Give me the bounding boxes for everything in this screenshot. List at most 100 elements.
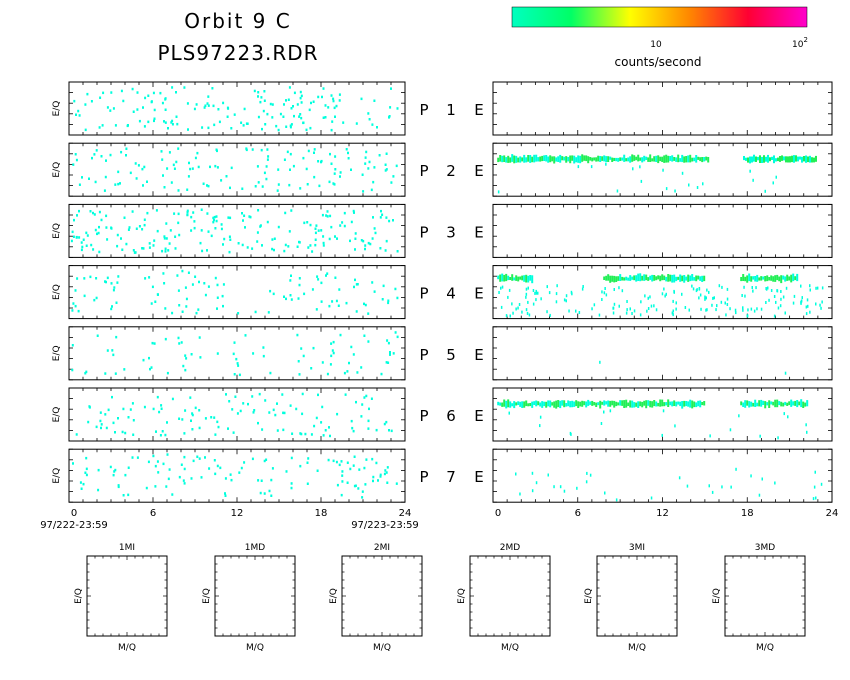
panel-1-left-count	[171, 86, 174, 89]
panel-4-right-band-cell	[505, 273, 508, 282]
panel-4-left-count	[297, 297, 300, 300]
panel-2-left-count	[177, 189, 180, 192]
panel-7-left-count	[183, 482, 186, 485]
panel-3-left-count	[314, 227, 317, 230]
panel-6-left-count	[268, 411, 271, 414]
panel-3-left-count	[152, 244, 155, 247]
panel-6-right-band-cell	[501, 402, 504, 407]
panel-2-right-band-cell	[611, 157, 614, 162]
panel-3-left-count	[174, 235, 177, 238]
panel-4-right-count	[711, 303, 713, 307]
panel-3-left-count	[163, 235, 166, 238]
panel-5-left-count	[123, 368, 126, 371]
panel-4-right-count	[780, 290, 782, 293]
panel-2-right-band-cell	[631, 154, 634, 162]
panel-4-right-count	[741, 294, 743, 297]
panel-2-right-band-cell	[687, 155, 690, 163]
panel-4-left-count	[117, 275, 120, 278]
panel-1-label-num: 1	[446, 101, 456, 119]
panel-2-right-band-cell	[795, 155, 797, 162]
panel-7-left-count	[260, 479, 263, 482]
mq-panel-1mi-title: 1MI	[119, 543, 135, 553]
panel-3-left-count	[329, 214, 332, 218]
panel-7-right-count	[721, 485, 723, 489]
panel-5-left-count	[298, 373, 301, 376]
panel-1-left-count	[371, 123, 374, 126]
panel-1-left-count	[355, 122, 358, 125]
panel-4-right-count	[821, 300, 823, 304]
panel-4-right-band-cell	[673, 274, 676, 283]
panel-7-right-count	[531, 489, 534, 493]
panel-3-left-count	[277, 225, 280, 229]
panel-2-right-count	[605, 162, 607, 166]
panel-7-left-count	[145, 486, 148, 490]
panel-4-left-count	[267, 311, 270, 314]
panel-6-left-count	[210, 416, 213, 419]
panel-3-left-count	[284, 243, 287, 247]
panel-3-left-count	[127, 228, 130, 231]
panel-4-right-count	[515, 307, 517, 311]
panel-2-right-band-cell	[609, 156, 612, 160]
panel-6-right-count	[709, 434, 711, 438]
panel-3-left-count	[256, 231, 259, 234]
panel-3-left-count	[315, 224, 318, 227]
panel-2-right-band-cell	[799, 156, 801, 160]
panel-1-left-count	[296, 103, 299, 106]
panel-6-right-band-cell	[605, 401, 608, 405]
panel-7-left-count	[395, 482, 398, 485]
panel-5-left-count	[262, 354, 265, 358]
panel-3-left-count	[271, 238, 274, 241]
panel-6-left-count	[87, 420, 90, 424]
panel-2-right-band-cell	[501, 155, 504, 163]
panel-2-right-band-cell	[551, 156, 554, 162]
panel-3-left-count	[81, 245, 84, 249]
panel-4-right-count	[696, 288, 698, 292]
panel-5-left-count	[185, 357, 188, 360]
panel-1-label-e: E	[474, 101, 483, 119]
panel-2-right-band-cell	[617, 157, 620, 162]
panel-4-right-count	[720, 300, 723, 304]
panel-3-left-count	[174, 247, 177, 250]
mq-panel-3mi-title: 3MI	[629, 543, 645, 553]
panel-3-left-count	[134, 251, 137, 254]
panel-6-left-count	[261, 428, 264, 431]
panel-4-left-count	[185, 305, 188, 308]
panel-6-left-count	[160, 407, 163, 410]
panel-6-right-band-cell	[788, 401, 791, 406]
panel-6-right-count	[783, 412, 785, 416]
panel-4-right-band-cell	[633, 275, 636, 281]
panel-2-right-band-cell	[651, 158, 654, 162]
panel-3-left-count	[388, 219, 391, 223]
panel-4-left-count	[394, 287, 397, 291]
panel-4-right-band-cell	[657, 275, 660, 280]
panel-2-left-count	[370, 188, 373, 192]
panel-4-right-count	[646, 309, 648, 313]
panel-7-left-count	[299, 464, 302, 468]
panel-5-left-count	[363, 334, 366, 337]
panel-5-left-count	[300, 347, 303, 350]
panel-1-left-count	[159, 91, 162, 95]
panel-6-right-count	[539, 424, 541, 428]
panel-2-right-band-cell	[497, 157, 500, 163]
panel-4-right-count	[612, 306, 614, 310]
panel-6-right-band-cell	[569, 401, 572, 408]
mq-panel-3md-ylabel: E/Q	[712, 588, 722, 604]
panel-4-right-count	[526, 311, 529, 315]
panel-6-left-count	[95, 425, 98, 429]
panel-1-left-count	[271, 103, 274, 106]
panel-5-left-count	[389, 351, 391, 354]
panel-3-left-count	[148, 246, 151, 249]
panel-2-right-band-cell	[539, 156, 542, 162]
panel-4-right-count	[604, 287, 606, 290]
panel-3-left-count	[220, 227, 223, 231]
panel-2-left-count	[168, 151, 171, 154]
panel-1-left-count	[110, 91, 113, 94]
panel-6-left-count	[385, 420, 388, 424]
panel-2-right-band-cell	[627, 157, 630, 162]
panel-6-left-count	[213, 416, 216, 419]
panel-1-left-count	[147, 120, 150, 124]
panel-7-left-count	[113, 470, 116, 473]
panel-5-left-count	[269, 371, 272, 375]
panel-4-right-count	[765, 287, 768, 291]
panel-4-right-count	[568, 309, 570, 313]
